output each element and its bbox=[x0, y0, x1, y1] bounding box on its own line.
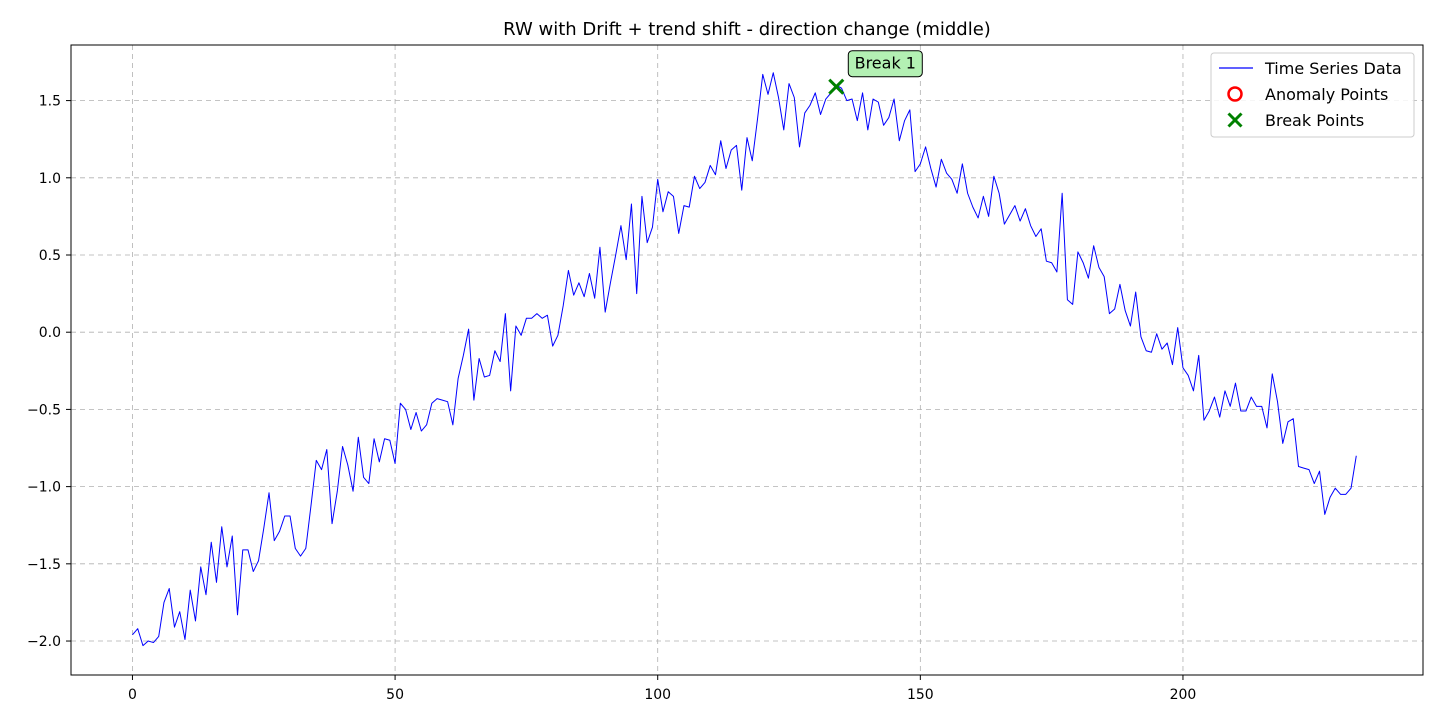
y-tick-label: 1.0 bbox=[39, 171, 61, 187]
y-tick-label: 0.5 bbox=[39, 248, 61, 264]
y-tick-label: 1.5 bbox=[39, 94, 61, 110]
y-tick-label: −1.0 bbox=[27, 480, 61, 496]
legend-label: Time Series Data bbox=[1264, 59, 1402, 78]
x-tick-label: 100 bbox=[644, 687, 671, 703]
break-annotation: Break 1 bbox=[847, 50, 923, 78]
markers-layer: Break 1 bbox=[828, 50, 923, 95]
break-annotation-label: Break 1 bbox=[855, 54, 916, 73]
plot-frame bbox=[70, 44, 1424, 676]
legend-label: Break Points bbox=[1265, 111, 1364, 130]
chart-title: RW with Drift + trend shift - direction … bbox=[503, 19, 991, 40]
legend-circle-swatch bbox=[1227, 86, 1243, 102]
y-tick-label: −2.0 bbox=[27, 634, 61, 650]
x-tick-label: 200 bbox=[1170, 687, 1197, 703]
break-annotation-box bbox=[847, 50, 923, 78]
break-point-stroke bbox=[828, 78, 845, 95]
y-tick-label: −1.5 bbox=[27, 557, 61, 573]
x-axis: 0 50 100 150 200 bbox=[128, 675, 1196, 703]
legend: Time Series Data Anomaly Points Break Poin… bbox=[1210, 52, 1415, 138]
legend-frame bbox=[1210, 52, 1415, 138]
x-tick-label: 0 bbox=[128, 687, 137, 703]
legend-x-swatch bbox=[1227, 112, 1243, 128]
legend-label: Anomaly Points bbox=[1265, 85, 1388, 104]
legend-item: Anomaly Points bbox=[1227, 85, 1388, 104]
grid bbox=[71, 45, 1423, 675]
x-tick-label: 150 bbox=[907, 687, 934, 703]
series-layer bbox=[132, 72, 1357, 647]
y-tick-label: −0.5 bbox=[27, 402, 61, 418]
y-axis: −2.0 −1.5 −1.0 −0.5 0.0 0.5 1.0 1.5 bbox=[27, 94, 71, 650]
series-line bbox=[132, 72, 1357, 647]
y-tick-label: 0.0 bbox=[39, 325, 61, 341]
x-tick-label: 50 bbox=[386, 687, 404, 703]
legend-item: Break Points bbox=[1227, 111, 1364, 130]
legend-item: Time Series Data bbox=[1219, 59, 1402, 78]
break-point bbox=[828, 78, 845, 95]
